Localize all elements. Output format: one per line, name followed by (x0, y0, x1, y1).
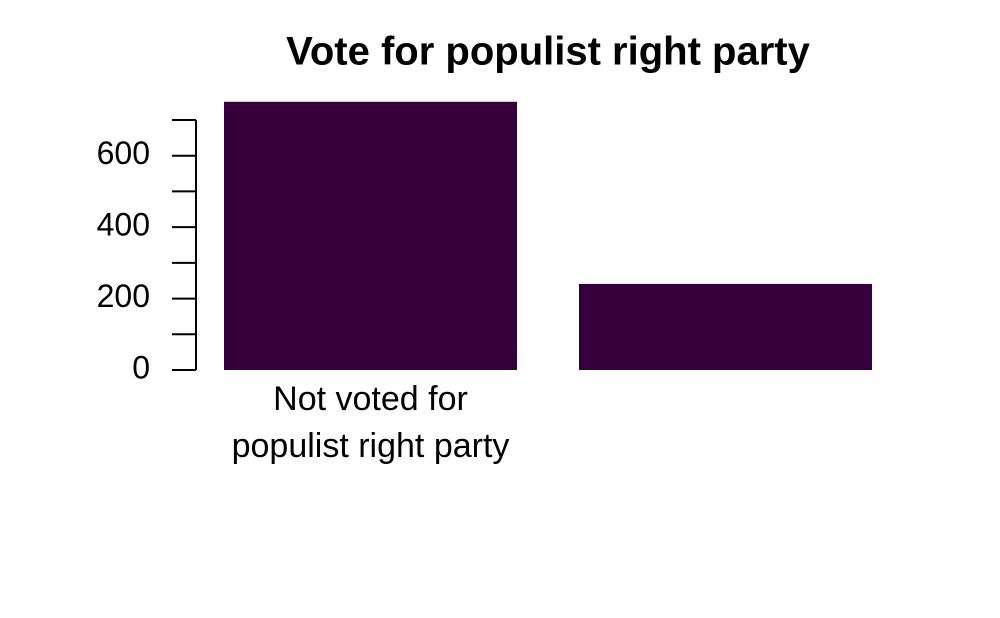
bar (224, 101, 517, 371)
y-tick-label: 600 (97, 135, 150, 171)
y-tick-label: 400 (97, 207, 150, 243)
y-tick-label: 200 (97, 278, 150, 314)
x-tick-label: Not voted for populist right party (231, 380, 510, 465)
y-tick-label: 0 (132, 349, 150, 385)
bar (579, 283, 872, 370)
chart-title: Vote for populist right party (286, 30, 810, 74)
